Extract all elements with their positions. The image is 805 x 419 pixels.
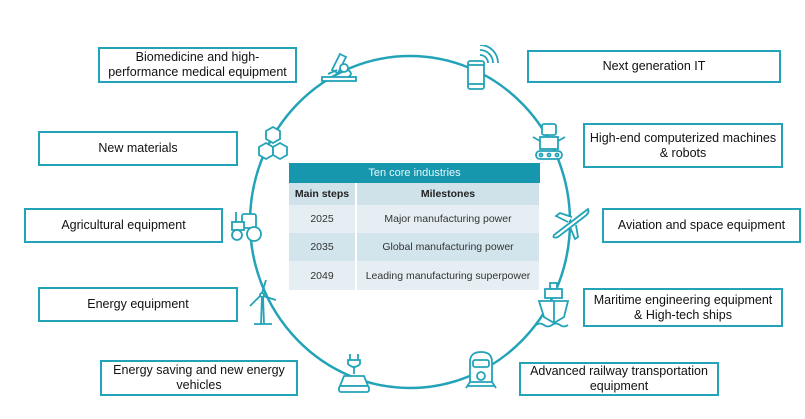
robot-icon	[532, 123, 566, 160]
industry-box-aviation: Aviation and space equipment	[602, 208, 801, 243]
year-cell: 2035	[289, 233, 357, 261]
industry-label: Agricultural equipment	[61, 218, 186, 232]
industry-box-new-materials: New materials	[38, 131, 238, 166]
table-row: 2035 Global manufacturing power	[289, 233, 541, 261]
ship-icon	[535, 282, 570, 328]
industry-label: Energy equipment	[87, 297, 189, 311]
table-title: Ten core industries	[289, 163, 540, 183]
industry-box-energy-vehicles: Energy saving and new energy vehicles	[100, 360, 298, 396]
hexagons-icon	[258, 125, 288, 161]
industry-box-biomedicine: Biomedicine and high-performance medical…	[98, 47, 297, 83]
industry-label: Next generation IT	[602, 59, 706, 73]
industry-label: High-end computerized machines & robots	[589, 130, 777, 160]
year-cell: 2049	[289, 261, 357, 290]
milestone-cell: Leading manufacturing superpower	[356, 261, 541, 290]
electric-car-icon	[338, 354, 370, 393]
tractor-icon	[231, 212, 262, 242]
year-cell: 2025	[289, 205, 357, 233]
column-header-main-steps: Main steps	[289, 183, 357, 205]
airplane-icon	[552, 207, 590, 241]
milestone-cell: Major manufacturing power	[356, 205, 541, 233]
train-icon	[465, 351, 497, 389]
column-header-milestones: Milestones	[356, 183, 541, 205]
microscope-icon	[321, 52, 357, 82]
industry-label: Advanced railway transportation equipmen…	[530, 364, 708, 393]
industry-box-agricultural: Agricultural equipment	[24, 208, 223, 243]
table-row: 2025 Major manufacturing power	[289, 205, 541, 233]
industry-label: Maritime engineering equipment & High-te…	[593, 292, 773, 322]
industry-box-robots: High-end computerized machines & robots	[583, 123, 783, 168]
smartphone-icon	[467, 45, 499, 90]
industry-box-next-gen-it: Next generation IT	[527, 50, 781, 83]
table-row: 2049 Leading manufacturing superpower	[289, 261, 541, 290]
industry-label: Aviation and space equipment	[617, 218, 786, 232]
industry-label: Biomedicine and high-performance medical…	[108, 50, 287, 79]
industry-box-railway: Advanced railway transportation equipmen…	[519, 362, 719, 396]
industry-label: Energy saving and new energy vehicles	[113, 363, 285, 392]
wind-turbine-icon	[249, 280, 277, 325]
milestone-cell: Global manufacturing power	[356, 233, 541, 261]
milestones-table: Ten core industries Main steps Milestone…	[289, 163, 541, 290]
industry-label: New materials	[98, 141, 178, 155]
industry-box-energy-equipment: Energy equipment	[38, 287, 238, 322]
industry-box-maritime: Maritime engineering equipment & High-te…	[583, 288, 783, 327]
